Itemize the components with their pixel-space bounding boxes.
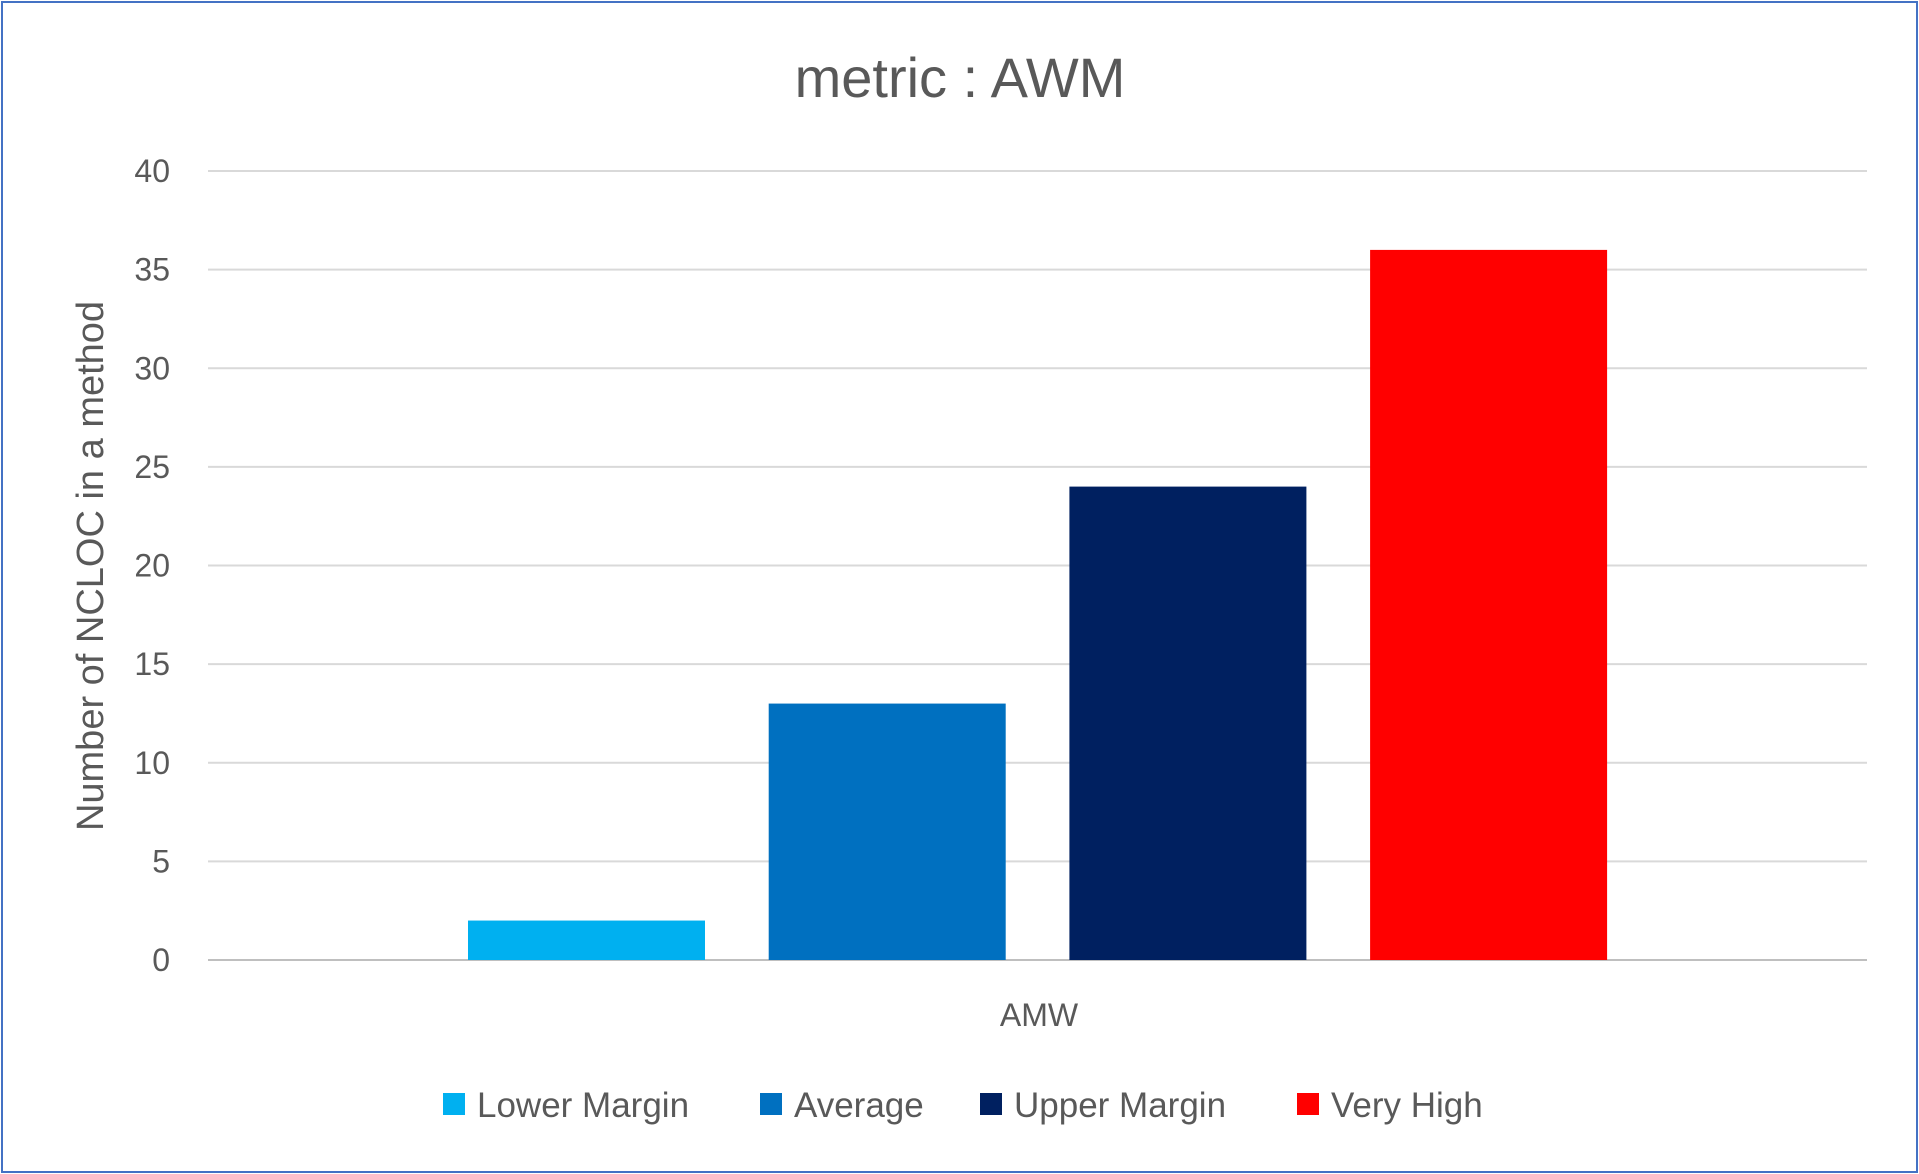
legend-swatch — [1297, 1093, 1319, 1115]
gridlines — [208, 170, 1867, 961]
legend-swatch — [760, 1093, 782, 1115]
legend-label: Very High — [1331, 1086, 1483, 1125]
y-tick-label: 5 — [152, 843, 170, 879]
y-tick-label: 25 — [134, 449, 170, 485]
y-tick-label: 15 — [134, 646, 170, 682]
bars — [468, 249, 1608, 960]
bar-lower-margin — [468, 920, 705, 960]
legend: Lower Margin Average Upper Margin Very High — [443, 1086, 1483, 1125]
legend-label: Average — [794, 1086, 924, 1125]
y-tick-label: 40 — [134, 153, 170, 189]
bar-very-high — [1370, 249, 1608, 960]
legend-swatch — [443, 1093, 465, 1115]
y-tick-label: 30 — [134, 350, 170, 386]
y-tick-label: 20 — [134, 548, 170, 584]
legend-swatch — [980, 1093, 1002, 1115]
legend-label: Lower Margin — [477, 1086, 689, 1125]
y-tick-label: 35 — [134, 252, 170, 288]
legend-label: Upper Margin — [1014, 1086, 1226, 1125]
chart-title: metric : AWM — [795, 46, 1126, 109]
y-axis-ticks: 0 5 10 15 20 25 30 35 40 — [134, 153, 170, 978]
category-label: AMW — [1000, 997, 1079, 1033]
y-tick-label: 0 — [152, 942, 170, 978]
bar-average — [768, 703, 1006, 960]
y-axis-title: Number of NCLOC in a method — [70, 301, 112, 831]
bar-upper-margin — [1069, 486, 1307, 960]
y-tick-label: 10 — [134, 745, 170, 781]
